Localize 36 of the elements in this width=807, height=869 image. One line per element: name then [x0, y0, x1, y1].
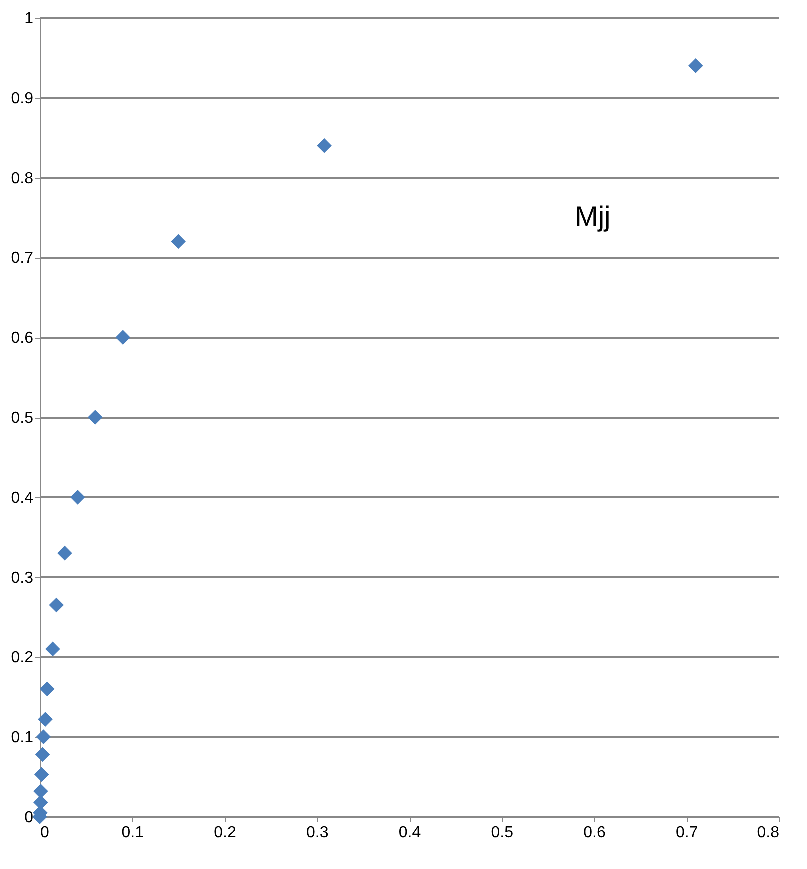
point: [34, 767, 50, 782]
y-tick-label: 0.5: [11, 410, 34, 427]
point: [688, 58, 704, 74]
y-tick-label: 0.2: [11, 650, 34, 667]
x-tick-label: 0.1: [122, 824, 144, 842]
point: [35, 747, 50, 762]
y-tick-label: 0.4: [11, 490, 34, 507]
y-tick-label: 0.7: [11, 250, 34, 268]
x-tick-label: 0.4: [398, 824, 422, 842]
annotation: Mjj: [575, 201, 611, 232]
x-tick-label: 0.2: [214, 824, 236, 842]
y-tick-label: 0.9: [11, 90, 34, 108]
point: [171, 234, 186, 250]
x-tick-label: 0: [40, 824, 50, 842]
x-tick-label: 0.7: [676, 824, 698, 842]
y-tick-label: 0: [24, 810, 34, 826]
y-tick-label: 0.1: [11, 730, 34, 747]
point: [40, 682, 55, 697]
point: [46, 642, 60, 657]
y-tick-label: 0.6: [11, 330, 34, 348]
point: [317, 138, 332, 154]
point: [116, 330, 131, 346]
point: [88, 410, 103, 425]
y-tick-label: 0.3: [11, 570, 34, 587]
y-tick-label: 1: [24, 10, 34, 28]
x-tick-label: 0.5: [491, 824, 514, 842]
point: [49, 598, 64, 613]
x-tick-label: 0.8: [757, 824, 780, 842]
point: [58, 546, 72, 561]
point: [34, 784, 48, 799]
x-tick-label: 0.3: [306, 824, 329, 842]
point: [70, 490, 86, 505]
y-tick-label: 0.8: [11, 170, 34, 188]
x-tick-label: 0.6: [584, 824, 606, 842]
point: [36, 730, 52, 745]
point: [38, 712, 53, 727]
